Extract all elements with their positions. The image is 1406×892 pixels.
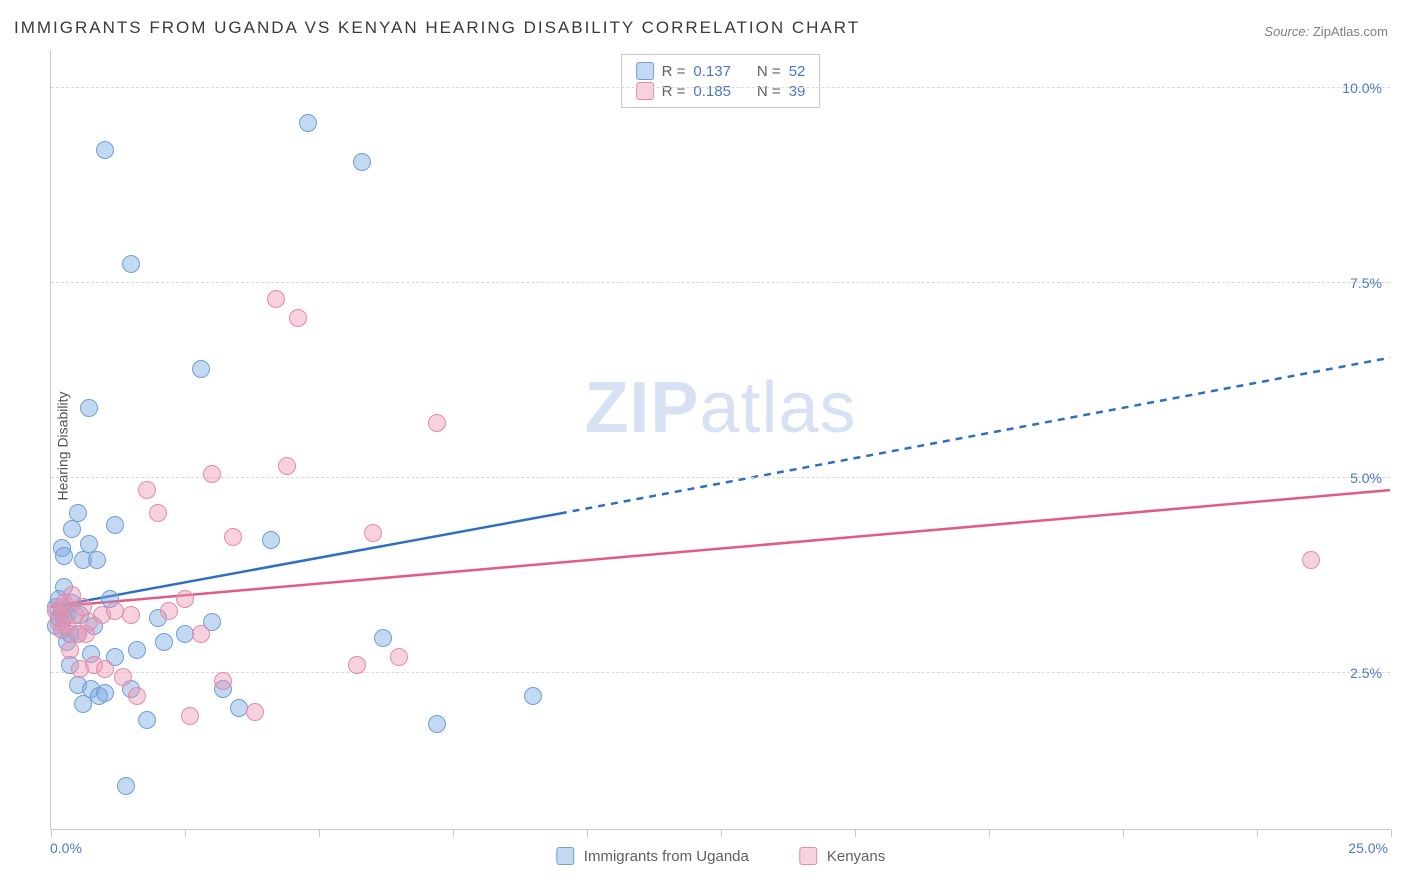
scatter-point-uganda	[117, 777, 135, 795]
series-label-kenya: Kenyans	[827, 848, 885, 865]
y-tick-label: 2.5%	[1350, 665, 1382, 681]
scatter-point-kenya	[114, 668, 132, 686]
scatter-point-kenya	[96, 660, 114, 678]
watermark-light: atlas	[699, 368, 856, 448]
trend-line	[51, 490, 1390, 607]
x-tick	[185, 829, 186, 837]
scatter-point-uganda	[524, 687, 542, 705]
scatter-point-kenya	[289, 309, 307, 327]
legend-item-kenya: Kenyans	[799, 847, 885, 865]
x-tick	[453, 829, 454, 837]
scatter-point-uganda	[55, 547, 73, 565]
scatter-point-kenya	[364, 524, 382, 542]
trend-line	[51, 514, 560, 607]
watermark-bold: ZIP	[584, 368, 699, 448]
swatch-uganda	[636, 62, 654, 80]
swatch-uganda	[556, 847, 574, 865]
scatter-point-kenya	[138, 481, 156, 499]
scatter-point-uganda	[262, 531, 280, 549]
scatter-point-uganda	[96, 684, 114, 702]
scatter-point-kenya	[149, 504, 167, 522]
legend-stats-row-kenya: R = 0.185 N = 39	[636, 81, 806, 101]
legend-series: Immigrants from Uganda Kenyans	[556, 847, 885, 865]
scatter-point-kenya	[128, 687, 146, 705]
r-value-kenya: 0.185	[693, 83, 731, 100]
scatter-point-uganda	[155, 633, 173, 651]
scatter-point-kenya	[214, 672, 232, 690]
x-axis-start-label: 0.0%	[50, 840, 82, 856]
legend-item-uganda: Immigrants from Uganda	[556, 847, 749, 865]
scatter-point-kenya	[106, 602, 124, 620]
x-tick	[587, 829, 588, 837]
plot-area: ZIPatlas R = 0.137 N = 52 R = 0.185 N = …	[50, 50, 1390, 830]
x-tick	[1391, 829, 1392, 837]
source-value: ZipAtlas.com	[1313, 24, 1388, 39]
scatter-point-kenya	[160, 602, 178, 620]
swatch-kenya	[799, 847, 817, 865]
scatter-point-kenya	[176, 590, 194, 608]
scatter-point-kenya	[246, 703, 264, 721]
scatter-point-uganda	[428, 715, 446, 733]
scatter-point-kenya	[348, 656, 366, 674]
n-value-uganda: 52	[789, 63, 806, 80]
legend-stats: R = 0.137 N = 52 R = 0.185 N = 39	[621, 54, 821, 108]
gridline	[51, 282, 1390, 283]
x-tick	[319, 829, 320, 837]
scatter-point-uganda	[80, 399, 98, 417]
y-tick-label: 10.0%	[1342, 80, 1382, 96]
gridline	[51, 87, 1390, 88]
x-tick	[721, 829, 722, 837]
r-label: R =	[662, 83, 686, 100]
x-tick	[1123, 829, 1124, 837]
swatch-kenya	[636, 82, 654, 100]
x-tick	[989, 829, 990, 837]
scatter-point-kenya	[224, 528, 242, 546]
scatter-point-uganda	[230, 699, 248, 717]
scatter-point-uganda	[192, 360, 210, 378]
x-tick	[51, 829, 52, 837]
scatter-point-uganda	[128, 641, 146, 659]
n-value-kenya: 39	[789, 83, 806, 100]
scatter-point-uganda	[63, 520, 81, 538]
scatter-point-uganda	[353, 153, 371, 171]
source-attribution: Source: ZipAtlas.com	[1264, 24, 1388, 39]
scatter-point-kenya	[390, 648, 408, 666]
scatter-point-kenya	[192, 625, 210, 643]
y-tick-label: 7.5%	[1350, 275, 1382, 291]
gridline	[51, 672, 1390, 673]
scatter-point-uganda	[96, 141, 114, 159]
scatter-point-kenya	[61, 641, 79, 659]
r-label: R =	[662, 63, 686, 80]
n-label: N =	[757, 63, 781, 80]
scatter-point-uganda	[138, 711, 156, 729]
gridline	[51, 477, 1390, 478]
scatter-point-kenya	[278, 457, 296, 475]
scatter-point-kenya	[267, 290, 285, 308]
scatter-point-uganda	[106, 516, 124, 534]
r-value-uganda: 0.137	[693, 63, 731, 80]
correlation-chart: IMMIGRANTS FROM UGANDA VS KENYAN HEARING…	[0, 0, 1406, 892]
scatter-point-uganda	[122, 255, 140, 273]
trend-line	[560, 358, 1390, 514]
x-tick	[1257, 829, 1258, 837]
n-label: N =	[757, 83, 781, 100]
scatter-point-uganda	[374, 629, 392, 647]
scatter-point-kenya	[203, 465, 221, 483]
scatter-point-kenya	[122, 606, 140, 624]
x-axis-end-label: 25.0%	[1348, 840, 1388, 856]
y-tick-label: 5.0%	[1350, 470, 1382, 486]
watermark: ZIPatlas	[584, 367, 856, 449]
scatter-point-uganda	[299, 114, 317, 132]
scatter-point-kenya	[181, 707, 199, 725]
source-label: Source:	[1264, 24, 1309, 39]
scatter-point-kenya	[1302, 551, 1320, 569]
scatter-point-uganda	[69, 504, 87, 522]
scatter-point-uganda	[88, 551, 106, 569]
chart-title: IMMIGRANTS FROM UGANDA VS KENYAN HEARING…	[14, 18, 860, 38]
x-tick	[855, 829, 856, 837]
scatter-point-kenya	[428, 414, 446, 432]
legend-stats-row-uganda: R = 0.137 N = 52	[636, 61, 806, 81]
series-label-uganda: Immigrants from Uganda	[584, 848, 749, 865]
